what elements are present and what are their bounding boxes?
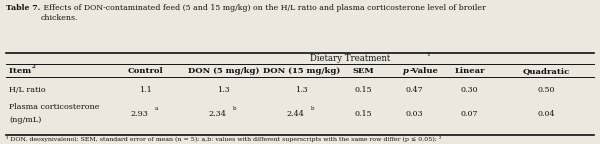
- Text: 1: 1: [426, 52, 430, 57]
- Text: Dietary Treatment: Dietary Treatment: [310, 54, 392, 63]
- Text: Quadratic: Quadratic: [523, 67, 569, 75]
- Text: Control: Control: [128, 67, 163, 75]
- Text: 1.1: 1.1: [139, 86, 152, 94]
- Text: 0.15: 0.15: [354, 110, 372, 118]
- Text: 0.07: 0.07: [461, 110, 478, 118]
- Text: 1.3: 1.3: [295, 86, 308, 94]
- Text: 2.34: 2.34: [209, 110, 226, 118]
- Text: b: b: [311, 106, 314, 110]
- Text: 2.93: 2.93: [131, 110, 148, 118]
- Text: 2.44: 2.44: [287, 110, 304, 118]
- Text: 0.03: 0.03: [405, 110, 423, 118]
- Text: ¹ DON, deoxynivalenol; SEM, standard error of mean (n = 5); a,b: values with dif: ¹ DON, deoxynivalenol; SEM, standard err…: [6, 136, 442, 142]
- Text: 1.3: 1.3: [217, 86, 230, 94]
- Text: 0.47: 0.47: [405, 86, 423, 94]
- Text: a: a: [155, 106, 158, 110]
- Text: b: b: [233, 106, 236, 110]
- Text: SEM: SEM: [352, 67, 374, 75]
- Text: Item: Item: [9, 67, 34, 75]
- Text: p: p: [403, 67, 409, 75]
- Text: 0.30: 0.30: [461, 86, 478, 94]
- Text: DON (5 mg/kg): DON (5 mg/kg): [188, 67, 259, 75]
- Text: (ng/mL): (ng/mL): [9, 115, 41, 124]
- Text: DON (15 mg/kg): DON (15 mg/kg): [263, 67, 340, 75]
- Text: 0.15: 0.15: [354, 86, 372, 94]
- Text: 2: 2: [31, 64, 35, 69]
- Text: Plasma corticosterone: Plasma corticosterone: [9, 103, 100, 111]
- Text: Effects of DON-contaminated feed (5 and 15 mg/kg) on the H/L ratio and plasma co: Effects of DON-contaminated feed (5 and …: [41, 4, 485, 22]
- Text: -Value: -Value: [409, 67, 438, 75]
- Text: Linear: Linear: [454, 67, 485, 75]
- Text: Table 7.: Table 7.: [6, 4, 40, 12]
- Text: H/L ratio: H/L ratio: [9, 86, 46, 94]
- Text: 0.04: 0.04: [537, 110, 555, 118]
- Text: 0.50: 0.50: [537, 86, 555, 94]
